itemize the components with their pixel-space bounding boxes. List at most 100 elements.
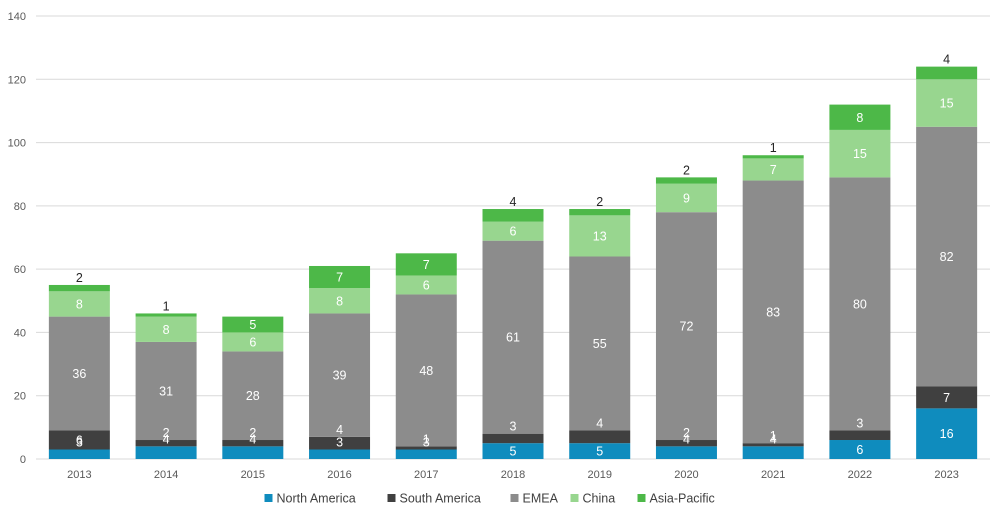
data-label: 15 xyxy=(940,97,954,111)
data-labels: 3636824231814228653439873148675361645455… xyxy=(72,53,953,459)
data-label: 55 xyxy=(593,337,607,351)
y-tick-label: 100 xyxy=(8,138,26,150)
bar-segment xyxy=(569,256,631,431)
data-label: 8 xyxy=(76,297,83,311)
legend-swatch xyxy=(570,494,579,502)
data-label: 4 xyxy=(336,423,343,437)
bar-segment xyxy=(135,446,197,459)
bar-segment xyxy=(655,446,717,459)
data-label: 31 xyxy=(159,384,173,398)
y-axis: 0 20 40 60 80 100 120 140 xyxy=(8,11,26,466)
data-label: 82 xyxy=(940,250,954,264)
legend-label: China xyxy=(583,492,616,506)
data-label: 5 xyxy=(596,445,603,459)
bar-segment xyxy=(395,449,457,459)
data-label: 6 xyxy=(76,434,83,448)
data-label: 8 xyxy=(856,111,863,125)
bar-segment xyxy=(48,430,110,450)
y-tick-label: 0 xyxy=(20,454,26,466)
bar-segment xyxy=(569,215,631,257)
data-label: 4 xyxy=(510,195,517,209)
bar-segment xyxy=(569,430,631,444)
bar-segment xyxy=(395,446,457,450)
legend-swatch xyxy=(264,494,273,502)
bar-segment xyxy=(395,294,457,447)
bar-segment xyxy=(482,209,544,222)
bar-segment xyxy=(135,440,197,447)
x-axis: 2013 2014 2015 2016 2017 2018 2019 2020 2021 2022… xyxy=(67,469,959,481)
data-label: 4 xyxy=(770,432,777,446)
data-label: 6 xyxy=(249,335,256,349)
x-tick-label: 2013 xyxy=(67,469,91,481)
x-tick-label: 2017 xyxy=(414,469,438,481)
bar-segment xyxy=(829,177,891,431)
data-label: 3 xyxy=(336,436,343,450)
bar-segment xyxy=(829,430,891,441)
bar-segment xyxy=(655,212,717,441)
bar-segment xyxy=(655,177,717,184)
legend-swatch xyxy=(510,494,519,502)
bar-segment xyxy=(742,155,804,159)
bar-segment xyxy=(48,449,110,459)
data-label: 3 xyxy=(510,420,517,434)
data-label: 3 xyxy=(856,417,863,431)
x-tick-label: 2018 xyxy=(501,469,525,481)
bar-segment xyxy=(309,313,371,437)
y-tick-label: 20 xyxy=(14,391,26,403)
data-label: 7 xyxy=(336,271,343,285)
data-label: 16 xyxy=(940,427,954,441)
bar-segment xyxy=(482,443,544,459)
x-tick-label: 2015 xyxy=(241,469,265,481)
data-label: 6 xyxy=(856,443,863,457)
data-label: 6 xyxy=(510,225,517,239)
data-label: 48 xyxy=(419,364,433,378)
bar-segment xyxy=(829,440,891,459)
data-label: 72 xyxy=(680,320,694,334)
bar-segment xyxy=(222,332,284,352)
data-label: 6 xyxy=(423,278,430,292)
data-label: 1 xyxy=(770,429,777,443)
bar-segment xyxy=(829,104,891,130)
data-label: 2 xyxy=(163,426,170,440)
data-label: 80 xyxy=(853,297,867,311)
y-tick-label: 140 xyxy=(8,11,26,23)
bar-segment xyxy=(569,443,631,459)
bar-segment xyxy=(916,79,978,127)
bar-segment xyxy=(395,253,457,276)
data-label: 8 xyxy=(163,323,170,337)
data-label: 39 xyxy=(333,369,347,383)
y-tick-label: 60 xyxy=(14,264,26,276)
data-label: 83 xyxy=(766,305,780,319)
bar-segment xyxy=(309,436,371,450)
data-label: 1 xyxy=(163,299,170,313)
x-tick-label: 2022 xyxy=(848,469,872,481)
bar-segment xyxy=(742,446,804,459)
data-label: 15 xyxy=(853,147,867,161)
x-tick-label: 2016 xyxy=(327,469,351,481)
legend-swatch xyxy=(637,494,646,502)
data-label: 4 xyxy=(683,432,690,446)
data-label: 7 xyxy=(770,163,777,177)
bar-segment xyxy=(482,240,544,434)
data-label: 1 xyxy=(423,432,430,446)
data-label: 4 xyxy=(249,432,256,446)
data-label: 3 xyxy=(76,436,83,450)
bar-segment xyxy=(135,313,197,317)
data-label: 9 xyxy=(683,191,690,205)
data-label: 28 xyxy=(246,389,260,403)
bar-segment xyxy=(222,446,284,459)
x-tick-label: 2023 xyxy=(934,469,958,481)
bar-segment xyxy=(309,288,371,314)
data-label: 5 xyxy=(249,318,256,332)
bar-segment xyxy=(916,386,978,409)
data-label: 2 xyxy=(76,271,83,285)
legend-swatch xyxy=(387,494,396,502)
bar-segment xyxy=(569,209,631,216)
data-label: 8 xyxy=(336,294,343,308)
data-label: 13 xyxy=(593,229,607,243)
bar-segment xyxy=(482,433,544,444)
y-tick-label: 120 xyxy=(8,74,26,86)
data-label: 5 xyxy=(510,445,517,459)
bar-segment xyxy=(916,126,978,387)
